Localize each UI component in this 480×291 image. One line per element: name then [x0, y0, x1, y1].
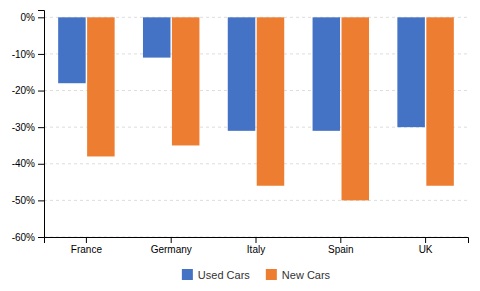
bar-series [87, 17, 454, 200]
legend-label: New Cars [282, 269, 331, 281]
bar [426, 17, 454, 185]
bar [87, 17, 115, 156]
tick: 0% [21, 12, 44, 23]
bar [397, 17, 425, 127]
plot: 0% -10% -20% -30% -40% -50% -60% France Germany I… [12, 11, 469, 256]
bar [143, 17, 171, 57]
tick: France [71, 237, 103, 255]
legend-item: Used Cars [182, 269, 250, 281]
bar [342, 17, 370, 200]
tick: -10% [12, 49, 44, 60]
tick: Italy [247, 237, 265, 255]
tick-mark [340, 237, 341, 243]
tick-label: -20% [12, 85, 35, 96]
tick-label: -50% [12, 195, 35, 206]
axis-line [38, 11, 45, 238]
legend-swatch [182, 269, 193, 280]
tick: Spain [328, 237, 354, 255]
legend-item: New Cars [266, 269, 331, 281]
tick-label: Spain [328, 244, 354, 255]
tick-mark [256, 237, 257, 243]
tick-label: 0% [21, 12, 36, 23]
tick-label: -10% [12, 49, 35, 60]
tick-mark [171, 237, 172, 243]
tick-label: France [71, 244, 103, 255]
tick-mark [38, 164, 44, 165]
legend-swatch [266, 269, 277, 280]
bars [58, 17, 454, 200]
tick-mark [425, 237, 426, 243]
bar [172, 17, 200, 145]
tick: UK [419, 237, 433, 255]
bar [313, 17, 341, 130]
tick: -30% [12, 122, 44, 133]
tick-mark [38, 54, 44, 55]
grid [44, 17, 468, 237]
x-axis: France Germany Italy Spain UK [45, 237, 469, 255]
tick: Germany [151, 237, 192, 255]
tick-mark [86, 237, 87, 243]
chart: 0% -10% -20% -30% -40% -50% -60% France Germany I… [0, 0, 480, 291]
grid-line [44, 163, 468, 164]
tick: -40% [12, 158, 44, 169]
tick-label: Germany [151, 244, 192, 255]
tick-mark [38, 17, 44, 18]
tick-mark [38, 237, 44, 238]
tick-mark [38, 200, 44, 201]
axis-line [45, 238, 469, 244]
bar [58, 17, 86, 83]
y-axis: 0% -10% -20% -30% -40% -50% -60% [12, 11, 45, 243]
tick-label: -60% [12, 232, 35, 243]
bar [228, 17, 256, 130]
tick: -50% [12, 195, 44, 206]
legend-label: Used Cars [198, 269, 250, 281]
tick-label: -30% [12, 122, 35, 133]
tick-mark [38, 91, 44, 92]
bar [257, 17, 285, 185]
tick-mark [38, 127, 44, 128]
tick: -60% [12, 232, 44, 243]
grid-line [44, 200, 468, 201]
legend: Used Cars New Cars [182, 269, 331, 281]
tick-label: -40% [12, 158, 35, 169]
tick: -20% [12, 85, 44, 96]
tick-label: Italy [247, 244, 265, 255]
tick-label: UK [419, 244, 433, 255]
